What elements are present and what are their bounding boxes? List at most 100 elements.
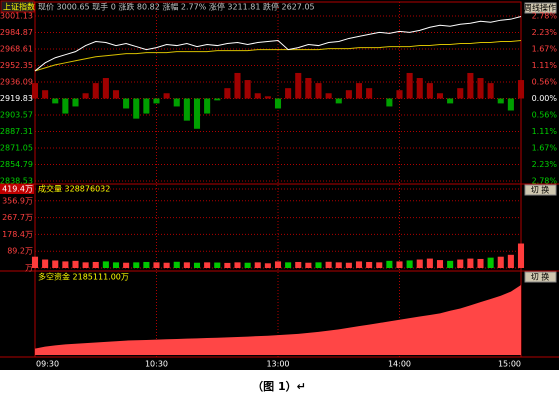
switch-button-label: 切 换 [531,185,550,195]
trend-bar [214,98,221,101]
volume-bar [153,262,160,268]
switch-button-label: 周线操作 [524,3,556,13]
panel-header: 多空资金 2185111.00万 [38,272,129,282]
volume-bar [376,262,383,268]
volume-bar [244,262,251,268]
volume-bar [31,256,39,268]
volume-bar [214,262,221,268]
y-tick-label: 2968.61 [0,45,33,54]
trend-bar [52,98,59,104]
price-line [34,39,522,72]
volume-bar [396,261,403,268]
y-tick-label: 2952.35 [0,61,33,70]
trend-bar [416,78,423,99]
volume-bar [436,260,444,268]
switch-button[interactable] [524,271,557,283]
volume-bar [426,258,433,268]
trend-bar [406,72,413,99]
title-box [0,0,35,13]
trend-bar [517,80,525,99]
trend-bar [386,98,393,107]
trend-bar [82,93,89,99]
x-tick-label: 15:00 [498,360,521,369]
volume-bar [305,262,312,268]
volume-bar [193,262,201,268]
switch-button[interactable] [524,2,557,14]
trend-bar [335,98,342,104]
volume-bar [406,260,413,268]
y2-tick-label: 0.56% [532,111,558,120]
volume-bar [183,262,190,268]
y2-tick-label: 0.00% [532,94,558,103]
trend-bar [487,83,494,99]
volume-bar [123,262,130,268]
y2-tick-label: 1.67% [532,144,558,153]
y2-tick-label: 0.56% [532,77,558,86]
switch-button[interactable] [524,184,557,196]
y-tick-label: 2984.87 [0,28,33,37]
trend-bar [315,83,322,99]
trend-bar [497,98,504,104]
volume-bar [204,262,211,268]
volume-bar [102,261,109,268]
flow-area [35,285,521,355]
y2-tick-label: 2.78% [532,177,558,186]
trend-bar [133,98,140,119]
trend-bar [325,93,332,99]
y2-tick-label: 2.23% [532,160,558,169]
trend-bar [153,98,160,104]
trend-bar [183,98,190,121]
volume-bar [143,261,150,268]
y2-tick-label: 1.67% [532,44,558,53]
trend-bar [123,98,130,109]
volume-bar [234,262,241,268]
trend-bar [447,98,454,104]
volume-bar [62,261,69,268]
y-tick-label: 356.9万 [2,196,33,205]
y-tick-label: 2871.05 [0,144,33,153]
volume-bar [52,260,59,268]
trend-bar [366,88,373,99]
volume-bar [335,262,342,268]
price-line [34,16,522,72]
trend-bar [143,98,150,114]
trend-bar [507,98,514,111]
y-tick-label: 2838.53 [0,177,33,186]
trend-bar [426,83,433,99]
volume-bar [285,262,292,268]
x-tick-label: 10:30 [145,360,168,369]
trend-bar [112,90,120,99]
trend-bar [305,78,312,99]
trend-bar [457,88,464,99]
trend-bar [274,98,282,109]
volume-bar [355,261,363,268]
volume-bar [497,256,504,268]
trend-bar [345,90,352,99]
chart-title: 上证指数 [3,2,35,12]
volume-bar [42,259,49,268]
y-tick-label: 万 [25,264,33,273]
trend-bar [396,90,403,99]
trend-bar [92,83,99,99]
volume-bar [325,261,332,268]
x-tick-label: 13:00 [266,360,289,369]
volume-bar [112,262,120,268]
trend-bar [173,98,180,107]
volume-bar [345,262,352,268]
caption: （图 1）↵ [252,380,306,393]
volume-bar [173,261,180,268]
trend-bar [467,72,474,99]
volume-bar [366,261,373,268]
y-tick-label: 2919.83 [0,94,33,103]
volume-bar [264,263,271,268]
trend-bar [42,90,49,99]
trend-bar [264,96,271,99]
y-tick-label: 2903.57 [0,111,33,120]
volume-bar [72,260,79,268]
y2-tick-label: 1.11% [532,61,558,70]
y-tick-label: 419.4万 [2,185,33,194]
trend-bar [234,72,241,99]
volume-bar [507,254,514,268]
